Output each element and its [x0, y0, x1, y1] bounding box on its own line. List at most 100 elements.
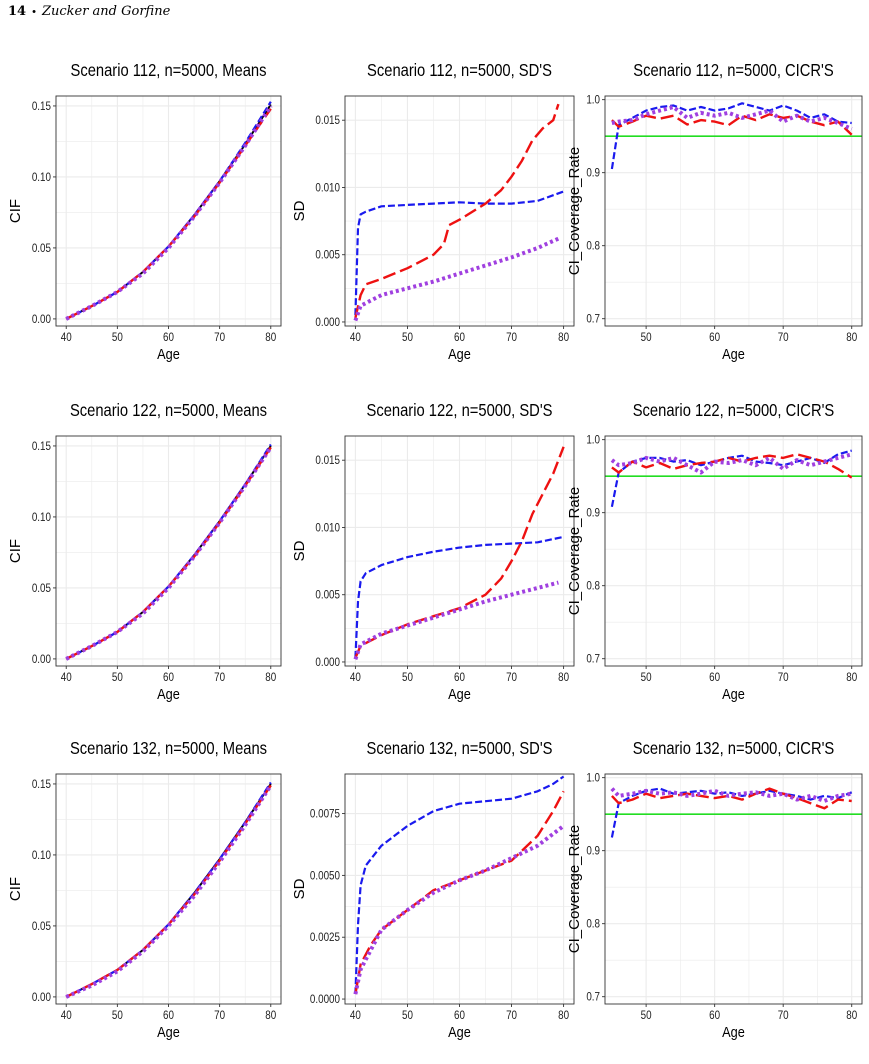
series-line-purple [353, 236, 560, 322]
y-axis-label: SD [291, 200, 308, 221]
x-tick-label: 70 [506, 1009, 517, 1022]
chart-panel: 40 50 60 70 80 0.00 0.05 0.10 0.15 Scenario 122, … [7, 401, 282, 702]
y-axis-label: CI_Coverage_Rate [566, 825, 583, 953]
y-tick-label: 0.0050 [310, 870, 340, 883]
x-tick-label: 80 [265, 331, 276, 344]
series-line-purple [610, 787, 853, 803]
x-tick-label: 50 [402, 671, 413, 684]
x-axis-label: Age [157, 345, 180, 362]
x-tick-label: 50 [641, 671, 652, 684]
y-tick-label: 0.00 [32, 653, 51, 666]
chart-title: Scenario 122, n=5000, Means [70, 401, 267, 421]
x-axis-label: Age [157, 1023, 180, 1040]
y-tick-label: 0.9 [586, 507, 600, 520]
series-line-purple [65, 446, 273, 661]
y-tick-label: 0.10 [32, 511, 51, 524]
series-line-blue [354, 535, 564, 658]
y-tick-label: 0.7 [586, 313, 600, 326]
x-tick-label: 50 [112, 1009, 123, 1022]
y-tick-label: 0.0000 [310, 993, 340, 1006]
x-tick-label: 50 [402, 1009, 413, 1022]
series-line-red [611, 453, 853, 479]
y-tick-label: 0.05 [32, 920, 51, 933]
x-tick-label: 80 [558, 671, 569, 684]
x-tick-label: 40 [61, 1009, 72, 1022]
y-tick-label: 0.15 [32, 778, 51, 791]
y-tick-label: 0.015 [315, 454, 340, 467]
x-tick-label: 60 [454, 331, 465, 344]
x-tick-label: 80 [265, 671, 276, 684]
y-axis-label: CI_Coverage_Rate [566, 147, 583, 275]
x-tick-label: 70 [506, 331, 517, 344]
y-tick-label: 0.00 [32, 313, 51, 326]
header-bullet: • [32, 6, 36, 18]
y-axis-label: CIF [7, 877, 24, 901]
y-tick-label: 0.0075 [310, 808, 340, 821]
x-tick-label: 60 [454, 671, 465, 684]
y-tick-label: 0.10 [32, 171, 51, 184]
x-tick-label: 40 [350, 1009, 361, 1022]
x-tick-label: 60 [163, 1009, 174, 1022]
x-tick-label: 40 [350, 671, 361, 684]
y-tick-label: 0.010 [315, 522, 340, 535]
series-line-purple [65, 784, 273, 999]
x-axis-label: Age [722, 1023, 745, 1040]
series-line-blue [354, 775, 565, 995]
y-tick-label: 1.0 [586, 94, 600, 107]
page-header: 14 • Zucker and Gorfine [8, 4, 170, 19]
chart-title: Scenario 112, n=5000, SD'S [367, 61, 552, 81]
y-tick-label: 1.0 [586, 434, 600, 447]
y-tick-label: 0.015 [315, 114, 340, 127]
y-tick-label: 0.8 [586, 918, 600, 931]
y-tick-label: 0.000 [315, 316, 340, 329]
x-tick-label: 40 [61, 331, 72, 344]
x-axis-label: Age [448, 685, 471, 702]
series-line-purple [65, 104, 273, 321]
y-tick-label: 0.8 [586, 580, 600, 593]
x-tick-label: 60 [709, 671, 720, 684]
x-tick-label: 70 [778, 671, 789, 684]
y-tick-label: 0.00 [32, 991, 51, 1004]
x-axis-label: Age [448, 1023, 471, 1040]
x-axis-label: Age [157, 685, 180, 702]
chart-title: Scenario 132, n=5000, SD'S [367, 739, 553, 759]
series-line-red [611, 113, 853, 136]
series-line-blue [354, 190, 564, 316]
x-tick-label: 60 [163, 671, 174, 684]
y-tick-label: 0.15 [32, 440, 51, 453]
y-tick-label: 0.15 [32, 100, 51, 113]
panel-border [604, 435, 863, 667]
x-tick-label: 50 [112, 671, 123, 684]
y-tick-label: 0.010 [315, 182, 340, 195]
series-line-red [354, 103, 560, 319]
series-line-purple [610, 452, 853, 475]
chart-panel: 50 60 70 80 0.7 0.8 0.9 1.0 Scenario 112, n=5000… [566, 61, 863, 362]
x-tick-label: 70 [778, 331, 789, 344]
panel-border [604, 95, 863, 327]
x-tick-label: 70 [214, 671, 225, 684]
chart-panel: 40 50 60 70 80 0.00 0.05 0.10 0.15 Scenario 132, … [7, 739, 282, 1040]
x-axis-label: Age [722, 345, 745, 362]
y-tick-label: 0.9 [586, 845, 600, 858]
y-axis-label: CIF [7, 199, 24, 223]
x-tick-label: 50 [641, 1009, 652, 1022]
y-tick-label: 0.05 [32, 242, 51, 255]
y-axis-label: SD [291, 878, 308, 899]
series-line-red [611, 787, 852, 810]
y-tick-label: 0.9 [586, 167, 600, 180]
y-tick-label: 0.05 [32, 582, 51, 595]
y-axis-label: CIF [7, 539, 24, 563]
y-tick-label: 0.8 [586, 240, 600, 253]
x-tick-label: 40 [61, 671, 72, 684]
chart-panel: 40 50 60 70 80 0.0000 0.0025 0.0050 0.0075 Scenar… [291, 739, 575, 1040]
chart-panel: 40 50 60 70 80 0.000 0.005 0.010 0.015 Scenario 1… [291, 401, 575, 702]
x-tick-label: 40 [350, 331, 361, 344]
x-tick-label: 50 [641, 331, 652, 344]
x-tick-label: 80 [846, 331, 857, 344]
y-axis-label: CI_Coverage_Rate [566, 487, 583, 615]
panel-border [604, 773, 863, 1005]
x-axis-label: Age [448, 345, 471, 362]
x-tick-label: 80 [846, 1009, 857, 1022]
chart-title: Scenario 132, n=5000, Means [70, 739, 267, 759]
